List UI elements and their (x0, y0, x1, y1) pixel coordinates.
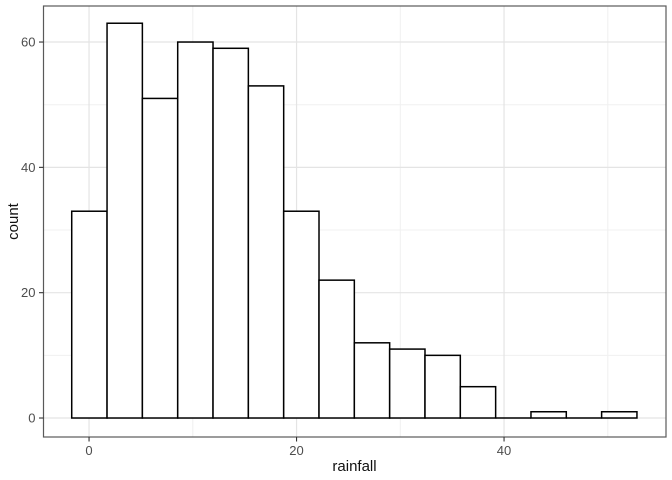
chart-layer: 0 20 40 0 20 40 60 (21, 5, 667, 458)
histogram-bar (106, 22, 144, 419)
histogram-bar (388, 348, 426, 419)
y-tick-label: 20 (21, 285, 35, 300)
histogram-bar (282, 210, 320, 419)
histogram-bar (70, 210, 108, 419)
histogram-bar (459, 385, 497, 419)
y-axis-title: count (5, 202, 22, 240)
histogram-bar (176, 41, 214, 419)
histogram-bar (247, 85, 285, 419)
y-tick-label: 60 (21, 35, 35, 50)
histogram-bar (353, 342, 391, 419)
histogram-bar (530, 410, 568, 419)
panel-border (42, 5, 667, 438)
histogram-bar (212, 47, 250, 419)
x-tick-label: 40 (497, 443, 511, 458)
histogram-bar (318, 279, 356, 419)
x-tick-label: 0 (85, 443, 92, 458)
histogram-bar (424, 354, 462, 419)
histogram-bar (600, 410, 638, 419)
y-tick-label: 0 (28, 411, 35, 426)
x-axis-title: rainfall (332, 458, 376, 475)
y-tick-label: 40 (21, 160, 35, 175)
histogram-bar (141, 97, 179, 419)
x-tick-label: 20 (289, 443, 303, 458)
